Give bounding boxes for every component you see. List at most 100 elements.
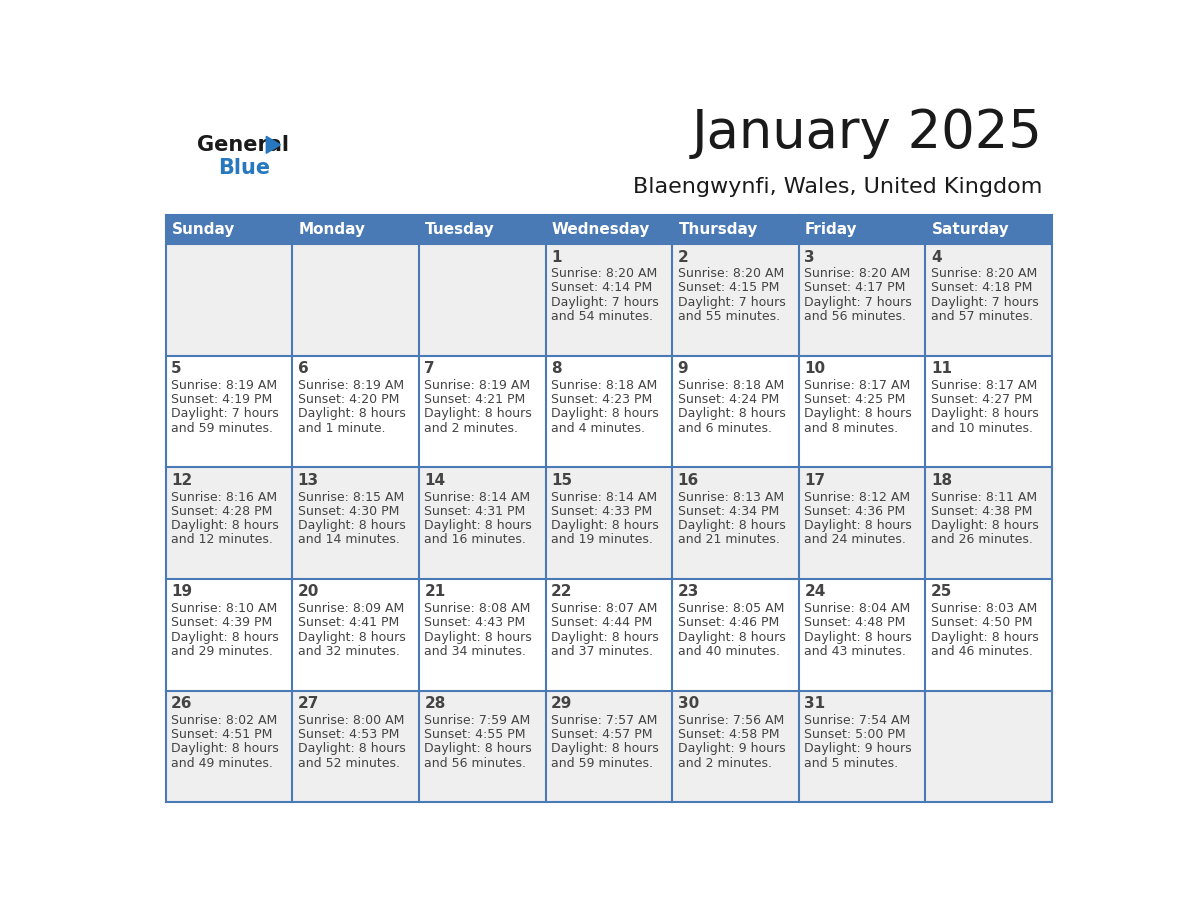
Text: Daylight: 8 hours: Daylight: 8 hours (677, 631, 785, 644)
Text: Daylight: 8 hours: Daylight: 8 hours (424, 519, 532, 532)
Text: and 19 minutes.: and 19 minutes. (551, 533, 653, 546)
Text: Daylight: 8 hours: Daylight: 8 hours (931, 631, 1038, 644)
Bar (419, 244, 545, 356)
Bar (798, 356, 925, 467)
Bar (545, 467, 672, 579)
Text: 28: 28 (424, 696, 446, 711)
Text: and 55 minutes.: and 55 minutes. (677, 310, 779, 323)
Text: and 10 minutes.: and 10 minutes. (931, 421, 1032, 434)
Text: Sunrise: 8:05 AM: Sunrise: 8:05 AM (677, 602, 784, 615)
Text: and 5 minutes.: and 5 minutes. (804, 756, 898, 769)
Text: Daylight: 8 hours: Daylight: 8 hours (804, 408, 912, 420)
Text: Blue: Blue (219, 158, 271, 178)
Bar (925, 244, 1053, 356)
Text: and 49 minutes.: and 49 minutes. (171, 756, 273, 769)
Bar (545, 244, 672, 356)
Bar (165, 244, 292, 356)
Text: Sunset: 4:38 PM: Sunset: 4:38 PM (931, 505, 1032, 518)
Bar (925, 467, 1053, 579)
Text: and 29 minutes.: and 29 minutes. (171, 645, 273, 658)
Text: and 2 minutes.: and 2 minutes. (424, 421, 518, 434)
Text: January 2025: January 2025 (691, 106, 1042, 159)
Text: and 34 minutes.: and 34 minutes. (424, 645, 526, 658)
Text: Sunset: 4:34 PM: Sunset: 4:34 PM (677, 505, 779, 518)
Text: Sunset: 4:58 PM: Sunset: 4:58 PM (677, 728, 779, 741)
Bar (419, 579, 545, 690)
Text: Sunset: 4:21 PM: Sunset: 4:21 PM (424, 393, 525, 406)
Text: Sunset: 4:17 PM: Sunset: 4:17 PM (804, 282, 905, 295)
Text: Daylight: 8 hours: Daylight: 8 hours (298, 408, 405, 420)
Text: Daylight: 8 hours: Daylight: 8 hours (298, 519, 405, 532)
Text: Sunset: 4:20 PM: Sunset: 4:20 PM (298, 393, 399, 406)
Text: Daylight: 7 hours: Daylight: 7 hours (171, 408, 279, 420)
Text: Daylight: 8 hours: Daylight: 8 hours (551, 408, 658, 420)
Text: and 6 minutes.: and 6 minutes. (677, 421, 771, 434)
Text: Thursday: Thursday (678, 222, 758, 237)
Text: 23: 23 (677, 585, 699, 599)
Text: 29: 29 (551, 696, 573, 711)
Text: Sunset: 4:44 PM: Sunset: 4:44 PM (551, 616, 652, 630)
Text: Sunset: 4:41 PM: Sunset: 4:41 PM (298, 616, 399, 630)
Text: and 32 minutes.: and 32 minutes. (298, 645, 399, 658)
Text: Sunrise: 7:56 AM: Sunrise: 7:56 AM (677, 714, 784, 727)
Text: Daylight: 9 hours: Daylight: 9 hours (677, 743, 785, 756)
Text: 4: 4 (931, 250, 942, 264)
Text: Sunrise: 8:20 AM: Sunrise: 8:20 AM (804, 267, 910, 280)
Text: Sunset: 4:31 PM: Sunset: 4:31 PM (424, 505, 525, 518)
Text: 26: 26 (171, 696, 192, 711)
Text: Sunday: Sunday (172, 222, 235, 237)
Text: Daylight: 8 hours: Daylight: 8 hours (424, 743, 532, 756)
Text: 20: 20 (298, 585, 320, 599)
Text: Sunset: 4:53 PM: Sunset: 4:53 PM (298, 728, 399, 741)
Text: Sunrise: 8:10 AM: Sunrise: 8:10 AM (171, 602, 277, 615)
Text: Sunrise: 7:57 AM: Sunrise: 7:57 AM (551, 714, 657, 727)
Text: Sunrise: 8:14 AM: Sunrise: 8:14 AM (551, 490, 657, 504)
Text: 19: 19 (171, 585, 192, 599)
Text: Daylight: 8 hours: Daylight: 8 hours (424, 631, 532, 644)
Bar (419, 690, 545, 802)
Text: Daylight: 8 hours: Daylight: 8 hours (298, 631, 405, 644)
Text: 25: 25 (931, 585, 953, 599)
Bar (798, 467, 925, 579)
Text: Sunset: 4:28 PM: Sunset: 4:28 PM (171, 505, 272, 518)
Text: Sunrise: 8:20 AM: Sunrise: 8:20 AM (931, 267, 1037, 280)
Text: 17: 17 (804, 473, 826, 487)
Text: and 16 minutes.: and 16 minutes. (424, 533, 526, 546)
Bar (925, 690, 1053, 802)
Bar (545, 690, 672, 802)
Text: and 52 minutes.: and 52 minutes. (298, 756, 399, 769)
Bar (165, 215, 1053, 244)
Text: Daylight: 8 hours: Daylight: 8 hours (551, 631, 658, 644)
Text: Daylight: 8 hours: Daylight: 8 hours (931, 408, 1038, 420)
Text: Sunrise: 8:03 AM: Sunrise: 8:03 AM (931, 602, 1037, 615)
Text: 24: 24 (804, 585, 826, 599)
Bar (672, 690, 798, 802)
Bar (672, 579, 798, 690)
Text: Daylight: 8 hours: Daylight: 8 hours (424, 408, 532, 420)
Text: Sunset: 4:43 PM: Sunset: 4:43 PM (424, 616, 525, 630)
Text: Daylight: 8 hours: Daylight: 8 hours (677, 408, 785, 420)
Text: Daylight: 7 hours: Daylight: 7 hours (804, 296, 912, 308)
Text: and 56 minutes.: and 56 minutes. (424, 756, 526, 769)
Text: and 54 minutes.: and 54 minutes. (551, 310, 653, 323)
Text: Sunrise: 8:04 AM: Sunrise: 8:04 AM (804, 602, 910, 615)
Text: 21: 21 (424, 585, 446, 599)
Text: Sunrise: 8:14 AM: Sunrise: 8:14 AM (424, 490, 530, 504)
Bar (165, 579, 292, 690)
Text: 31: 31 (804, 696, 826, 711)
Text: Sunset: 4:25 PM: Sunset: 4:25 PM (804, 393, 905, 406)
Text: Sunrise: 8:20 AM: Sunrise: 8:20 AM (551, 267, 657, 280)
Text: 15: 15 (551, 473, 573, 487)
Text: Tuesday: Tuesday (425, 222, 495, 237)
Text: Daylight: 8 hours: Daylight: 8 hours (677, 519, 785, 532)
Text: and 4 minutes.: and 4 minutes. (551, 421, 645, 434)
Bar (672, 356, 798, 467)
Text: and 2 minutes.: and 2 minutes. (677, 756, 771, 769)
Bar (925, 579, 1053, 690)
Text: 2: 2 (677, 250, 688, 264)
Text: Sunrise: 8:19 AM: Sunrise: 8:19 AM (424, 379, 530, 392)
Text: Sunset: 5:00 PM: Sunset: 5:00 PM (804, 728, 906, 741)
Text: 16: 16 (677, 473, 699, 487)
Text: Blaengwynfi, Wales, United Kingdom: Blaengwynfi, Wales, United Kingdom (633, 177, 1042, 197)
Text: Sunrise: 8:13 AM: Sunrise: 8:13 AM (677, 490, 784, 504)
